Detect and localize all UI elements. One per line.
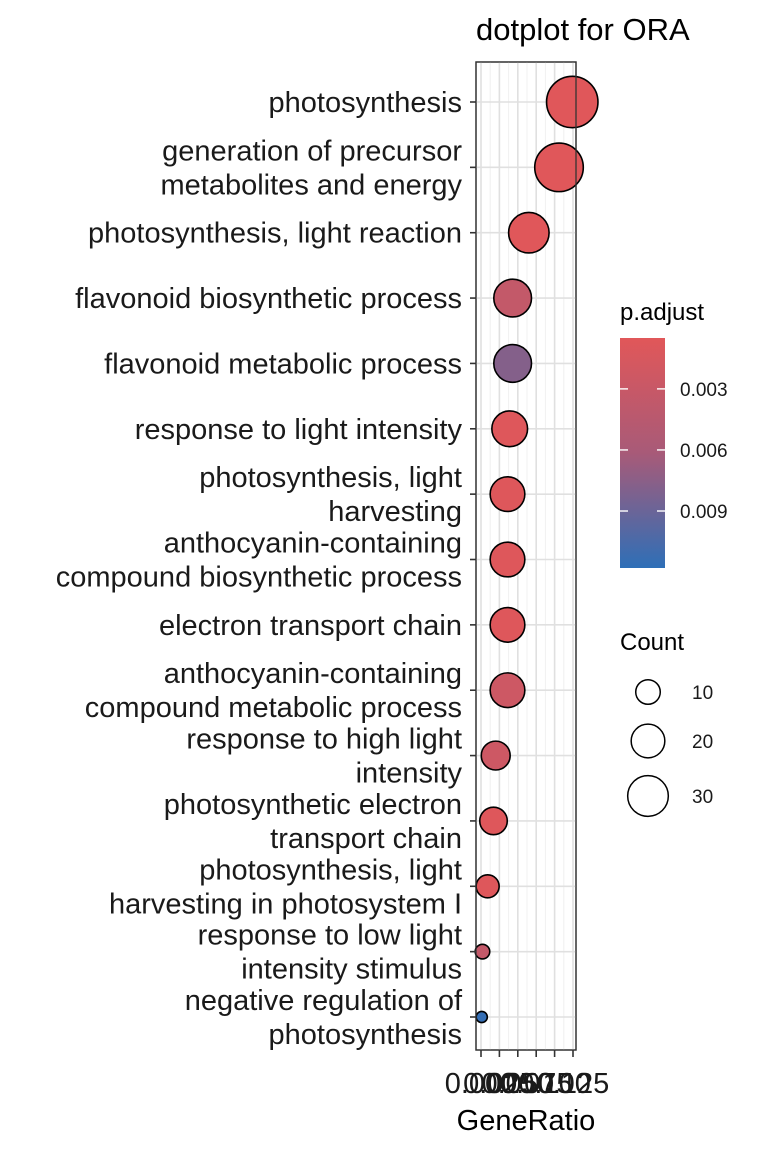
color-legend-bar — [620, 338, 665, 568]
color-legend-title: p.adjust — [620, 299, 704, 326]
y-tick-label: photosynthesis, light harvesting — [199, 462, 462, 528]
data-point — [489, 476, 526, 513]
size-legend-circle — [630, 723, 666, 759]
size-legend-label: 10 — [692, 683, 713, 704]
x-tick-label: 0.050 — [482, 1068, 555, 1100]
data-point — [545, 75, 599, 129]
color-legend-label: 0.006 — [680, 441, 728, 462]
color-legend-label: 0.003 — [680, 380, 728, 401]
size-legend-label: 30 — [692, 787, 713, 808]
data-point — [480, 740, 511, 771]
data-point — [492, 343, 533, 384]
size-legend: Count 10 20 30 — [620, 629, 713, 818]
y-tick-label: response to low light intensity stimulus — [198, 920, 462, 986]
y-tick-label: electron transport chain — [159, 610, 462, 642]
y-tick-label: flavonoid biosynthetic process — [75, 283, 462, 315]
data-point — [474, 943, 491, 960]
x-tick-label: 0.025 — [463, 1068, 536, 1100]
data-point — [478, 806, 509, 836]
y-tick-label: anthocyanin-containing compound metabolic… — [85, 658, 462, 724]
y-tick-label: flavonoid metabolic process — [104, 348, 462, 380]
x-tick-label: 0.100 — [518, 1068, 591, 1100]
color-legend-ticks: 0.003 0.006 0.009 — [620, 380, 728, 523]
size-legend-title: Count — [620, 629, 684, 656]
size-legend-circle — [626, 774, 670, 818]
size-legend-circle — [634, 678, 662, 706]
chart-title: dotplot for ORA — [476, 12, 690, 47]
x-tick-label: 0.125 — [537, 1068, 610, 1100]
data-point — [507, 211, 550, 254]
y-tick-label: response to light intensity — [135, 414, 463, 446]
data-point — [489, 541, 526, 578]
data-point — [533, 142, 585, 193]
x-tick-label: 0.000 — [445, 1068, 518, 1100]
data-point — [492, 278, 533, 318]
points-layer — [474, 75, 599, 1024]
y-tick-label: photosynthesis — [269, 87, 462, 119]
y-tick-label: photosynthetic electron transport chain — [164, 789, 462, 855]
data-point — [491, 410, 529, 448]
data-point — [489, 606, 526, 643]
y-tick-label: response to high light intensity — [186, 724, 462, 790]
plot-panel-border — [475, 61, 577, 1051]
y-tick-label: negative regulation of photosynthesis — [185, 985, 463, 1051]
size-legend-items: 10 20 30 — [626, 678, 713, 818]
size-legend-label: 20 — [692, 732, 713, 753]
y-axis: photosynthesis generation of precursor met… — [56, 87, 476, 1051]
y-tick-label: photosynthesis, light reaction — [88, 218, 462, 250]
data-point — [489, 672, 526, 709]
color-legend-label: 0.009 — [680, 502, 728, 523]
y-tick-label: anthocyanin-containing compound biosynthe… — [56, 528, 462, 594]
color-legend: p.adjust 0.003 0.006 0.009 — [620, 299, 728, 568]
data-point — [475, 873, 500, 899]
x-tick-label: 0.075 — [500, 1068, 573, 1100]
data-point — [475, 1010, 489, 1024]
y-tick-label: generation of precursor metabolites and e… — [161, 135, 463, 201]
y-tick-label: photosynthesis, light harvesting in photo… — [109, 854, 462, 920]
x-axis-title: GeneRatio — [457, 1105, 596, 1137]
